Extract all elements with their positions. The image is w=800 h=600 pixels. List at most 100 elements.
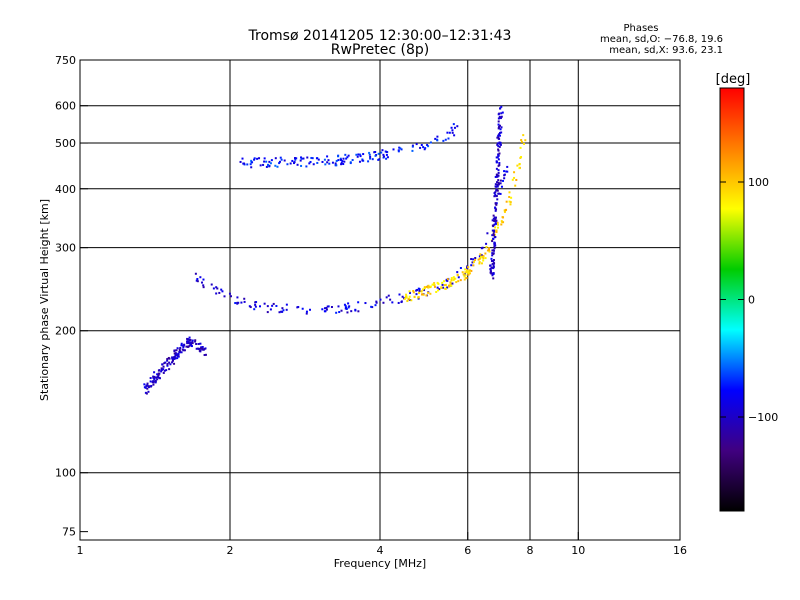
chart-subtitle: RwPretec (8p)	[331, 42, 429, 58]
data-point	[482, 257, 485, 260]
data-point	[411, 149, 414, 152]
data-point	[497, 164, 500, 167]
data-point	[500, 223, 503, 226]
data-point	[422, 288, 425, 291]
data-point	[279, 156, 282, 159]
data-point	[345, 157, 348, 160]
data-point	[286, 163, 289, 166]
data-point	[253, 157, 256, 160]
data-point	[434, 137, 437, 140]
phase-stats-title: Phases	[623, 23, 658, 34]
data-point	[415, 143, 418, 146]
data-point	[480, 254, 483, 257]
data-point	[199, 276, 202, 279]
data-point	[156, 373, 159, 376]
data-point	[377, 152, 380, 155]
data-point	[424, 287, 427, 290]
data-point	[508, 195, 511, 198]
data-point	[509, 203, 512, 206]
data-point	[502, 221, 505, 224]
data-point	[497, 153, 500, 156]
data-point	[274, 157, 277, 160]
data-point	[497, 174, 500, 177]
data-point	[144, 386, 147, 389]
x-tick-label: 4	[377, 544, 384, 557]
data-point	[282, 309, 285, 312]
data-point	[173, 362, 176, 365]
data-point	[500, 112, 503, 115]
data-point	[459, 279, 462, 282]
data-point	[508, 191, 511, 194]
data-point	[256, 157, 259, 160]
grid	[80, 60, 680, 540]
data-point	[491, 219, 494, 222]
data-point	[477, 258, 480, 261]
data-point	[212, 287, 215, 290]
data-point	[491, 252, 494, 255]
data-point	[380, 151, 383, 154]
data-point	[457, 280, 460, 283]
data-point	[157, 373, 160, 376]
data-point	[176, 354, 179, 357]
data-point	[452, 276, 455, 279]
data-point	[496, 198, 499, 201]
data-point	[500, 131, 503, 134]
data-point	[418, 291, 421, 294]
data-point	[463, 273, 466, 276]
data-point	[315, 157, 318, 160]
data-point	[495, 167, 498, 170]
data-point	[496, 156, 499, 159]
data-point	[446, 286, 449, 289]
data-point	[480, 262, 483, 265]
data-point	[456, 125, 459, 128]
data-point	[344, 306, 347, 309]
data-point	[195, 279, 198, 282]
data-point	[491, 274, 494, 277]
data-point	[518, 167, 521, 170]
data-point	[495, 160, 498, 163]
data-point	[289, 162, 292, 165]
data-point	[185, 345, 188, 348]
data-point	[456, 274, 459, 277]
data-point	[156, 378, 159, 381]
data-point	[335, 311, 338, 314]
data-point	[152, 383, 155, 386]
y-tick-label: 100	[55, 467, 76, 480]
data-point	[465, 271, 468, 274]
data-point	[347, 154, 350, 157]
data-point	[493, 230, 496, 233]
data-point	[451, 129, 454, 132]
data-point	[281, 307, 284, 310]
data-point	[270, 159, 273, 162]
data-point	[182, 344, 185, 347]
data-point	[342, 157, 345, 160]
data-point	[156, 376, 159, 379]
data-point	[496, 181, 499, 184]
data-point	[509, 201, 512, 204]
data-point	[447, 284, 450, 287]
data-point	[195, 342, 198, 345]
data-point	[423, 286, 426, 289]
data-point	[305, 165, 308, 168]
data-point	[429, 292, 432, 295]
data-point	[441, 281, 444, 284]
data-point	[305, 310, 308, 313]
data-point	[188, 344, 191, 347]
data-point	[493, 220, 496, 223]
data-point	[174, 357, 177, 360]
data-point	[446, 279, 449, 282]
data-point	[294, 157, 297, 160]
chart-title: Tromsø 20141205 12:30:00–12:31:43	[248, 28, 512, 44]
data-point	[168, 368, 171, 371]
data-point	[488, 248, 491, 251]
data-point	[147, 390, 150, 393]
data-point	[499, 179, 502, 182]
data-point	[357, 310, 360, 313]
data-point	[361, 159, 364, 162]
data-point	[497, 181, 500, 184]
data-point	[524, 139, 527, 142]
data-point	[488, 247, 491, 250]
data-point	[486, 232, 489, 235]
data-point	[171, 359, 174, 362]
